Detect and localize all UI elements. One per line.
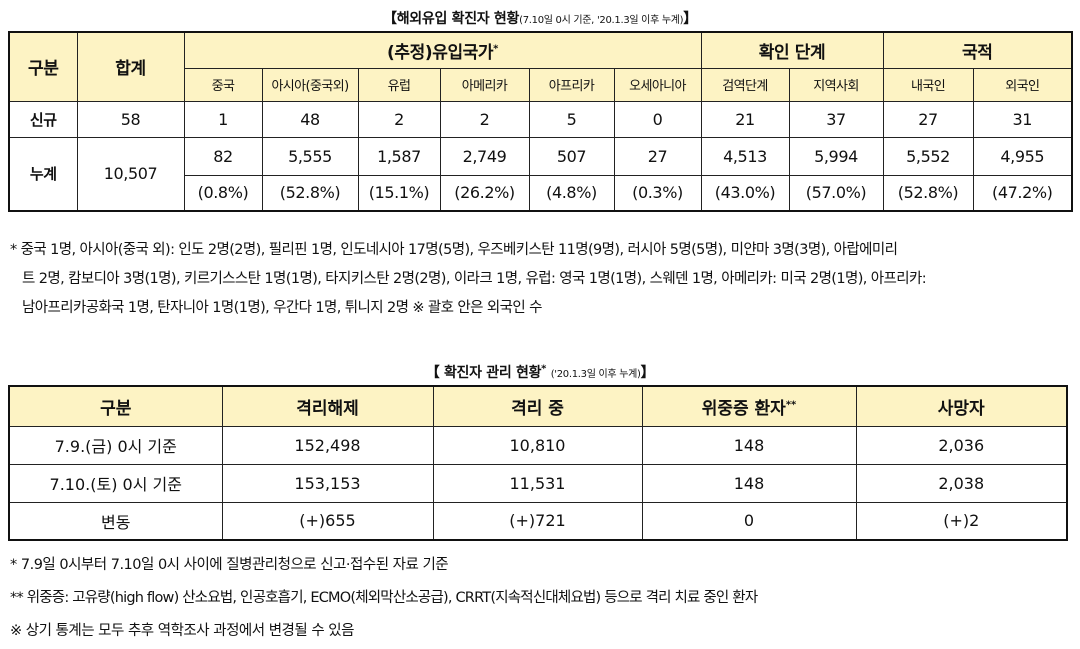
subheader-asia: 아시아(중국외) [261,67,359,102]
header-stage-group: 확인 단계 [700,31,884,69]
table2-title: 【 확진자 관리 현황* ('20.1.3일 이후 누계)】 [0,362,1080,382]
cell-new: 37 [788,100,884,138]
footnote-line: 트 2명, 캄보디아 3명(1명), 키르기스스탄 1명(1명), 타지키스탄 … [22,271,927,287]
table2-title-close: 】 [640,365,655,381]
cell-isolated: (+)721 [432,501,643,541]
table-row: 변동 (+)655 (+)721 0 (+)2 [8,501,1068,541]
cell-percent: (57.0%) [788,174,884,212]
cell-isolated: 11,531 [432,463,643,503]
subheader-community: 지역사회 [788,67,884,102]
header-released: 격리해제 [221,385,434,427]
cell-new: 0 [613,100,702,138]
header-country-group: (추정)유입국가* [183,31,702,69]
row-label: 7.9.(금) 0시 기준 [8,425,223,465]
case-management-table: 구분 격리해제 격리 중 위중증 환자** 사망자 7.9.(금) 0시 기준 … [8,385,1068,541]
cell-new: 5 [528,100,615,138]
cell-critical: 0 [641,501,857,541]
cell-cumulative: 27 [613,136,702,176]
cell-isolated: 10,810 [432,425,643,465]
header-deaths: 사망자 [855,385,1068,427]
row-label-cumulative: 누계 [8,136,78,212]
cell-new: 2 [357,100,441,138]
subheader-foreign: 외국인 [972,67,1073,102]
cell-new: 1 [183,100,263,138]
cell-cumulative: 5,994 [788,136,884,176]
cell-new-total: 58 [76,100,185,138]
cell-percent: (15.1%) [357,174,441,212]
note-critical-definition: ** 위중증: 고유량(high flow) 산소요법, 인공호흡기, ECMO… [10,590,758,606]
header-nationality-group: 국적 [882,31,1073,69]
header-category: 구분 [8,385,223,427]
subheader-china: 중국 [183,67,263,102]
cell-cumulative-total: 10,507 [76,136,185,212]
header-total: 합계 [76,31,185,102]
table2-title-mark: * [541,363,547,375]
subheader-america: 아메리카 [439,67,530,102]
cell-percent: (43.0%) [700,174,790,212]
table1-title-close: 】 [683,11,697,27]
cell-percent: (47.2%) [972,174,1073,212]
header-critical-mark: ** [785,399,797,411]
header-country-group-label: (추정)유입국가 [386,42,494,63]
cell-cumulative: 507 [528,136,615,176]
subheader-africa: 아프리카 [528,67,615,102]
cell-percent: (4.8%) [528,174,615,212]
cell-new: 21 [700,100,790,138]
note-reporting-basis: * 7.9일 0시부터 7.10일 0시 사이에 질병관리청으로 신고·접수된 … [10,557,449,573]
cell-cumulative: 4,955 [972,136,1073,176]
cell-new: 2 [439,100,530,138]
header-critical: 위중증 환자** [641,385,857,427]
table2-title-text: 【 확진자 관리 현황 [425,365,542,381]
cell-critical: 148 [641,463,857,503]
header-isolated: 격리 중 [432,385,643,427]
cell-released: 152,498 [221,425,434,465]
header-country-group-mark: * [493,43,499,55]
cell-percent: (0.3%) [613,174,702,212]
cell-cumulative: 2,749 [439,136,530,176]
cell-cumulative: 4,513 [700,136,790,176]
cell-cumulative: 1,587 [357,136,441,176]
table-row-new: 신규 58 1 48 2 2 5 0 21 37 27 31 [8,100,1073,138]
table-row: 7.9.(금) 0시 기준 152,498 10,810 148 2,036 [8,425,1068,465]
subheader-oceania: 오세아니아 [613,67,702,102]
subheader-quarantine: 검역단계 [700,67,790,102]
cell-deaths: 2,038 [855,463,1068,503]
table-row-cumulative: 누계 10,507 82 5,555 1,587 2,749 507 27 4,… [8,136,1073,212]
row-label-new: 신규 [8,100,78,138]
cell-deaths: 2,036 [855,425,1068,465]
cell-cumulative: 82 [183,136,263,176]
row-label: 변동 [8,501,223,541]
cell-cumulative: 5,555 [261,136,359,176]
cell-released: 153,153 [221,463,434,503]
cell-deaths: (+)2 [855,501,1068,541]
table2-title-note: ('20.1.3일 이후 누계) [550,369,641,380]
note-subject-to-change: ※ 상기 통계는 모두 추후 역학조사 과정에서 변경될 수 있음 [10,623,354,639]
imported-cases-table: 구분 합계 (추정)유입국가* 확인 단계 국적 중국 아시아(중국외) 유럽 … [8,31,1074,212]
country-footnote: * 중국 1명, 아시아(중국 외): 인도 2명(2명), 필리핀 1명, 인… [10,236,1072,323]
row-label: 7.10.(토) 0시 기준 [8,463,223,503]
cell-new: 31 [972,100,1073,138]
subheader-korean: 내국인 [882,67,974,102]
table1-title: 【해외유입 확진자 현황(7.10일 0시 기준, '20.1.3일 이후 누계… [0,8,1080,28]
header-category: 구분 [8,31,78,102]
cell-new: 48 [261,100,359,138]
subheader-europe: 유럽 [357,67,441,102]
footnote-line: 남아프리카공화국 1명, 탄자니아 1명(1명), 우간다 1명, 튀니지 2명… [22,300,542,316]
cell-cumulative: 5,552 [882,136,974,176]
table-row-percent: (0.8%) (52.8%) (15.1%) (26.2%) (4.8%) (0… [9,174,1073,212]
cell-percent: (52.8%) [882,174,974,212]
table1-title-note: (7.10일 0시 기준, '20.1.3일 이후 누계) [519,15,684,26]
cell-new: 27 [882,100,974,138]
header-critical-label: 위중증 환자 [701,398,786,419]
cell-percent: (26.2%) [439,174,530,212]
table-row: 7.10.(토) 0시 기준 153,153 11,531 148 2,038 [8,463,1068,503]
table1-title-text: 【해외유입 확진자 현황 [383,11,520,27]
cell-percent: (52.8%) [261,174,359,212]
cell-released: (+)655 [221,501,434,541]
cell-percent: (0.8%) [183,174,263,212]
footnote-line: * 중국 1명, 아시아(중국 외): 인도 2명(2명), 필리핀 1명, 인… [10,242,898,258]
cell-critical: 148 [641,425,857,465]
